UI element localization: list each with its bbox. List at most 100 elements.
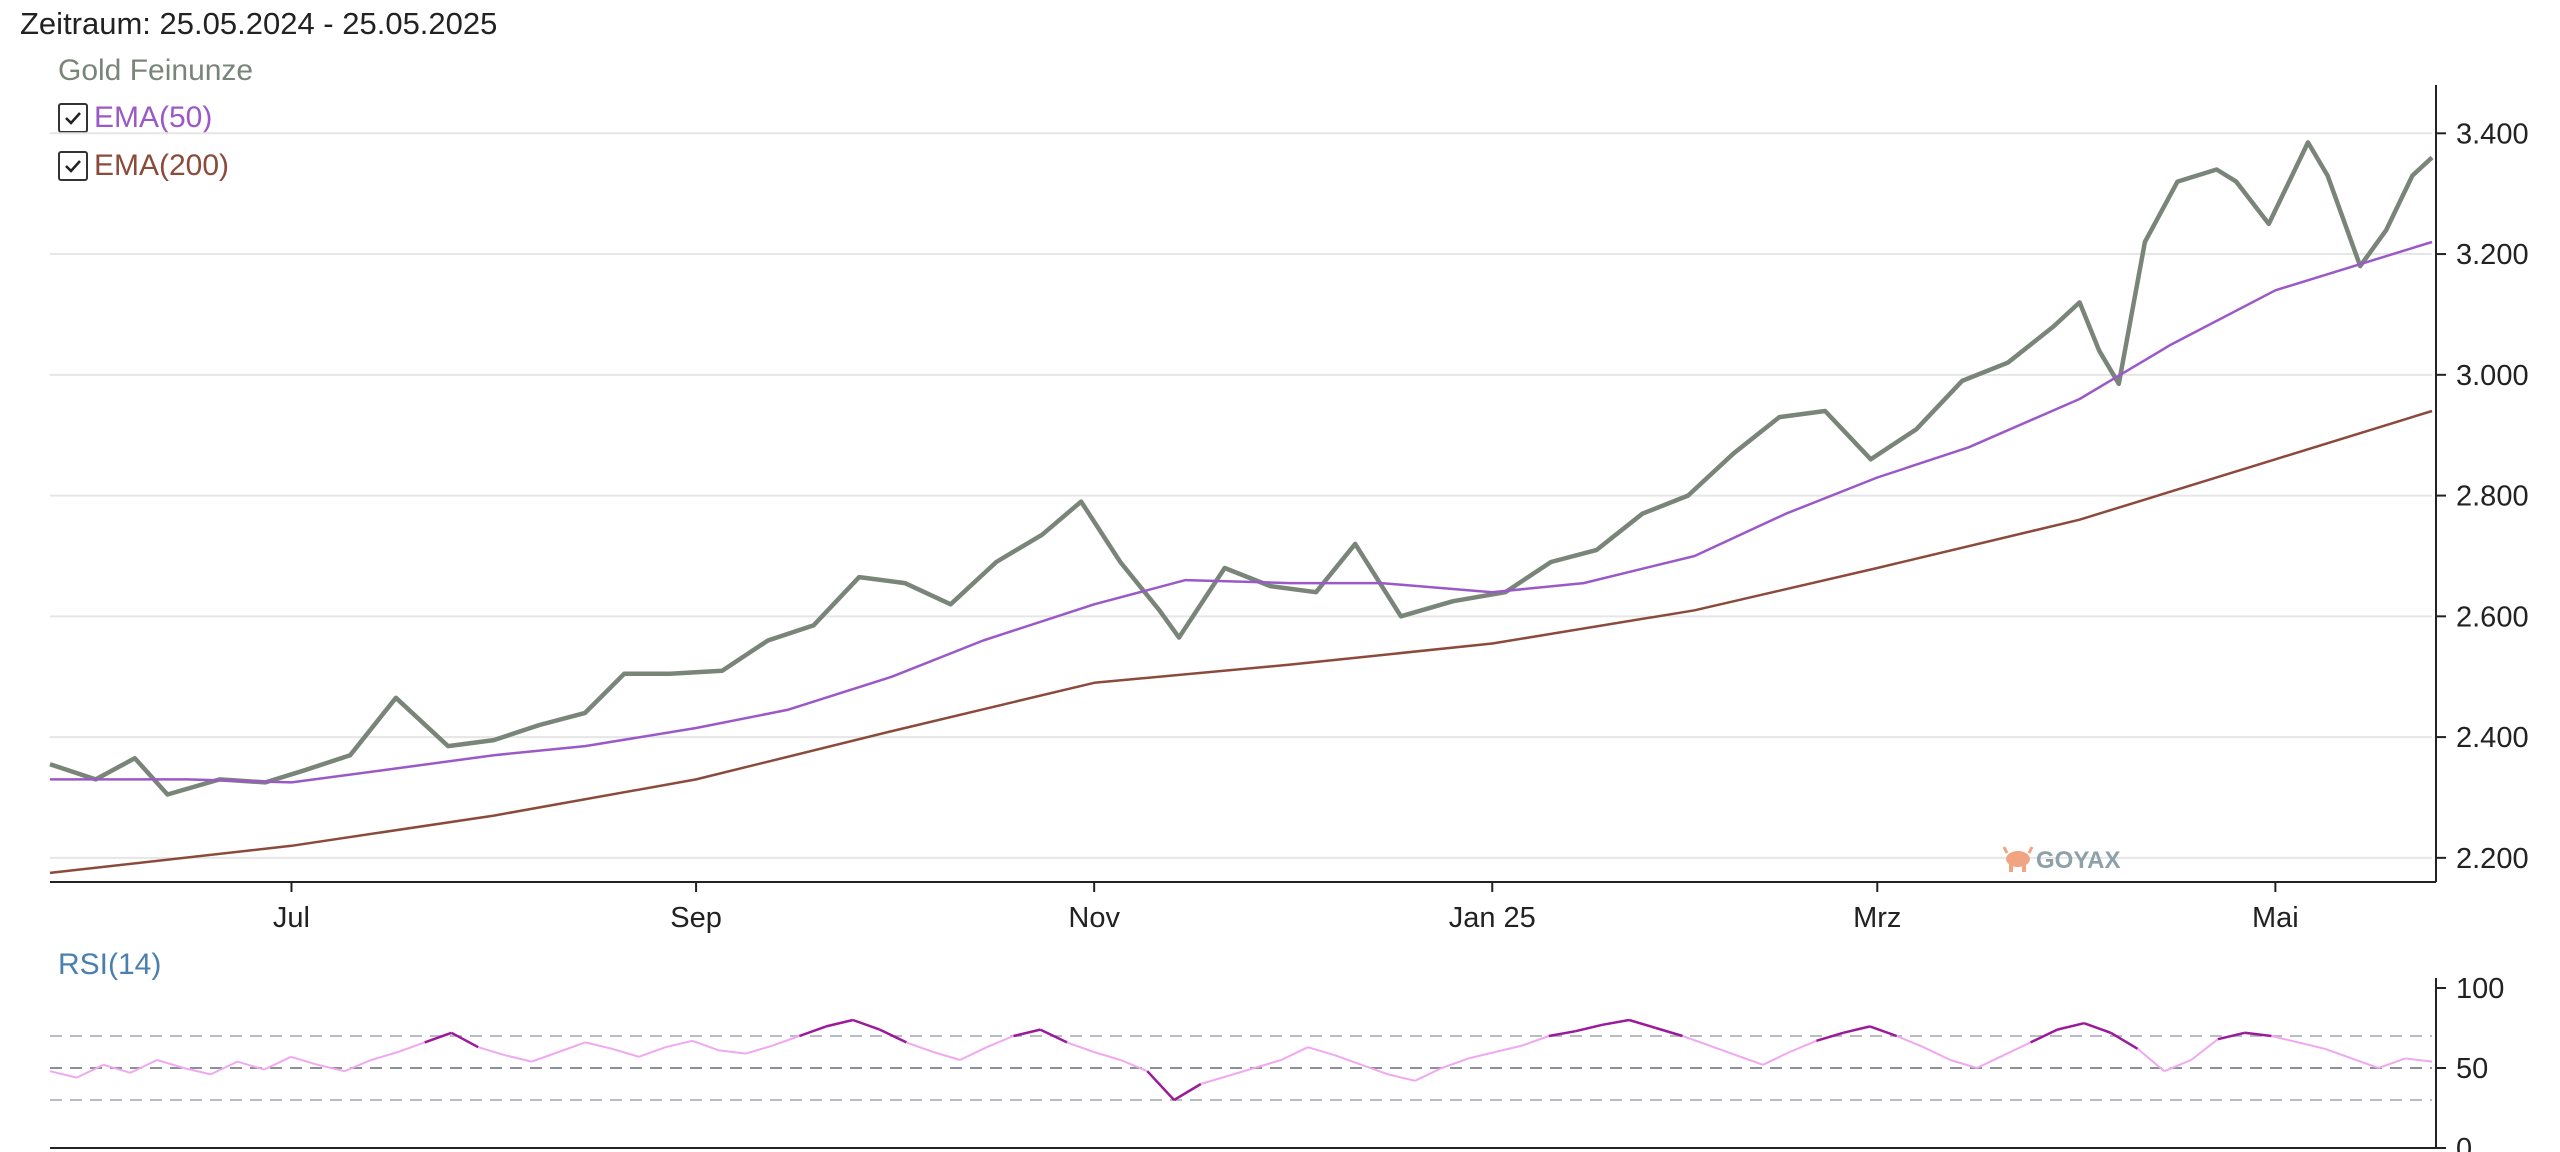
- rsi-line-segment: [49, 1070, 77, 1079]
- rsi-line-segment: [370, 1051, 399, 1061]
- rsi-line-segment: [986, 1035, 1014, 1049]
- rsi-line-segment: [1709, 1044, 1737, 1057]
- date-range-title: Zeitraum: 25.05.2024 - 25.05.2025: [20, 6, 498, 41]
- ema200-line: [49, 409, 2433, 875]
- rsi-line-segment: [558, 1041, 586, 1053]
- x-tick-label: Sep: [670, 902, 722, 934]
- rsi-line-segment: [1093, 1051, 1121, 1061]
- y-tick-label: 2.600: [2456, 601, 2529, 633]
- rsi-line-segment: [585, 1041, 613, 1050]
- bull-logo-icon: [2002, 846, 2034, 872]
- rsi-line-segment: [1468, 1051, 1496, 1060]
- rsi-line-segment: [852, 1018, 881, 1031]
- rsi-line-segment: [772, 1035, 800, 1047]
- rsi-line-segment: [1949, 1059, 1978, 1069]
- rsi-line-segment: [1575, 1023, 1603, 1033]
- ema50-checkbox[interactable]: [58, 103, 88, 133]
- y-tick-label: 3.400: [2456, 118, 2529, 150]
- rsi-line-segment: [397, 1041, 426, 1053]
- rsi-panel: 100 50 0: [49, 973, 2504, 1152]
- x-tick-label: Mai: [2252, 902, 2299, 934]
- rsi-line-segment: [1923, 1046, 1951, 1061]
- rsi-line-segment: [1655, 1026, 1683, 1038]
- rsi-line-segment: [1441, 1057, 1469, 1069]
- rsi-label: RSI(14): [58, 948, 162, 981]
- rsi-line-segment: [2378, 1057, 2406, 1069]
- ema50-toggle[interactable]: EMA(50): [58, 99, 212, 137]
- rsi-line-segment: [450, 1031, 479, 1049]
- rsi-line-segment: [2244, 1031, 2272, 1038]
- rsi-line-segment: [879, 1028, 907, 1044]
- y-tick-label: 2.200: [2456, 843, 2529, 875]
- rsi-line-segment: [2057, 1021, 2085, 1031]
- rsi-line-segment: [1066, 1041, 1095, 1053]
- rsi-line-segment: [1200, 1075, 1228, 1085]
- rsi-line-segment: [1976, 1054, 2005, 1069]
- rsi-line-segment: [290, 1055, 318, 1066]
- rsi-line-segment: [745, 1044, 773, 1055]
- rsi-line-segment: [1173, 1082, 1202, 1102]
- rsi-line-segment: [638, 1046, 666, 1058]
- rsi-line-segment: [183, 1067, 211, 1076]
- rsi-tick-label: 100: [2456, 973, 2504, 1005]
- rsi-line-segment: [1039, 1028, 1068, 1044]
- rsi-line-segment: [959, 1046, 988, 1061]
- x-tick-label: Mrz: [1853, 902, 1901, 934]
- rsi-line-segment: [1280, 1046, 1309, 1061]
- rsi-line-segment: [103, 1063, 131, 1074]
- ema200-label: EMA(200): [94, 149, 230, 182]
- rsi-line-segment: [129, 1059, 158, 1074]
- rsi-line-segment: [344, 1059, 372, 1073]
- rsi-line-segment: [691, 1039, 720, 1052]
- series-label-gold: Gold Feinunze: [58, 54, 254, 87]
- rsi-line-segment: [1013, 1028, 1041, 1038]
- ema50-label: EMA(50): [94, 101, 213, 134]
- rsi-line-segment: [1842, 1025, 1871, 1035]
- rsi-line-segment: [1414, 1067, 1443, 1082]
- rsi-line-segment: [1628, 1018, 1657, 1030]
- rsi-line-segment: [2003, 1041, 2031, 1057]
- rsi-line-segment: [1334, 1054, 1362, 1066]
- rsi-line-segment: [317, 1063, 345, 1073]
- x-tick-label: Nov: [1068, 902, 1120, 934]
- rsi-line-segment: [1254, 1059, 1282, 1069]
- rsi-line-segment: [2029, 1028, 2058, 1044]
- rsi-line-segment: [2190, 1038, 2219, 1061]
- rsi-line-segment: [718, 1049, 746, 1055]
- rsi-line-segment: [1869, 1025, 1898, 1038]
- rsi-line-segment: [156, 1059, 185, 1069]
- rsi-line-segment: [1521, 1035, 1550, 1047]
- rsi-line-segment: [1387, 1073, 1416, 1082]
- axes: 2.200 2.400 2.600 2.800 3.000 3.200 3.400 Jul Se…: [50, 85, 2529, 934]
- rsi-line-segment: [1307, 1046, 1335, 1057]
- rsi-tick-label: 0: [2456, 1133, 2472, 1152]
- y-tick-label: 3.000: [2456, 360, 2529, 392]
- rsi-line-segment: [2136, 1048, 2166, 1072]
- rsi-line-segment: [210, 1060, 238, 1076]
- y-tick-label: 2.400: [2456, 722, 2529, 754]
- x-tick-label: Jul: [273, 902, 310, 934]
- rsi-line-segment: [1816, 1031, 1844, 1042]
- rsi-line-segment: [2110, 1031, 2139, 1050]
- rsi-line-segment: [1548, 1029, 1576, 1038]
- rsi-line-segment: [1120, 1059, 1148, 1073]
- watermark-text: GOYAX: [2036, 847, 2120, 874]
- rsi-line-segment: [237, 1060, 265, 1071]
- rsi-line-segment: [2271, 1035, 2299, 1044]
- rsi-line-segment: [2324, 1047, 2353, 1060]
- ema200-checkbox[interactable]: [58, 151, 88, 181]
- y-tick-label: 3.200: [2456, 239, 2529, 271]
- rsi-line-segment: [798, 1025, 827, 1038]
- grid-lines: [50, 132, 2432, 859]
- check-icon: [65, 112, 81, 125]
- rsi-line-segment: [932, 1051, 961, 1061]
- rsi-line-segment: [611, 1047, 640, 1058]
- ema200-toggle[interactable]: EMA(200): [58, 147, 229, 185]
- rsi-line-segment: [76, 1063, 104, 1079]
- rsi-line-segment: [504, 1054, 532, 1063]
- gold-price-line: [49, 140, 2434, 797]
- y-tick-label: 2.800: [2456, 481, 2529, 513]
- goyax-watermark: GOYAX: [2002, 846, 2120, 874]
- rsi-line-segment: [906, 1041, 934, 1053]
- rsi-line-segment: [1146, 1070, 1176, 1101]
